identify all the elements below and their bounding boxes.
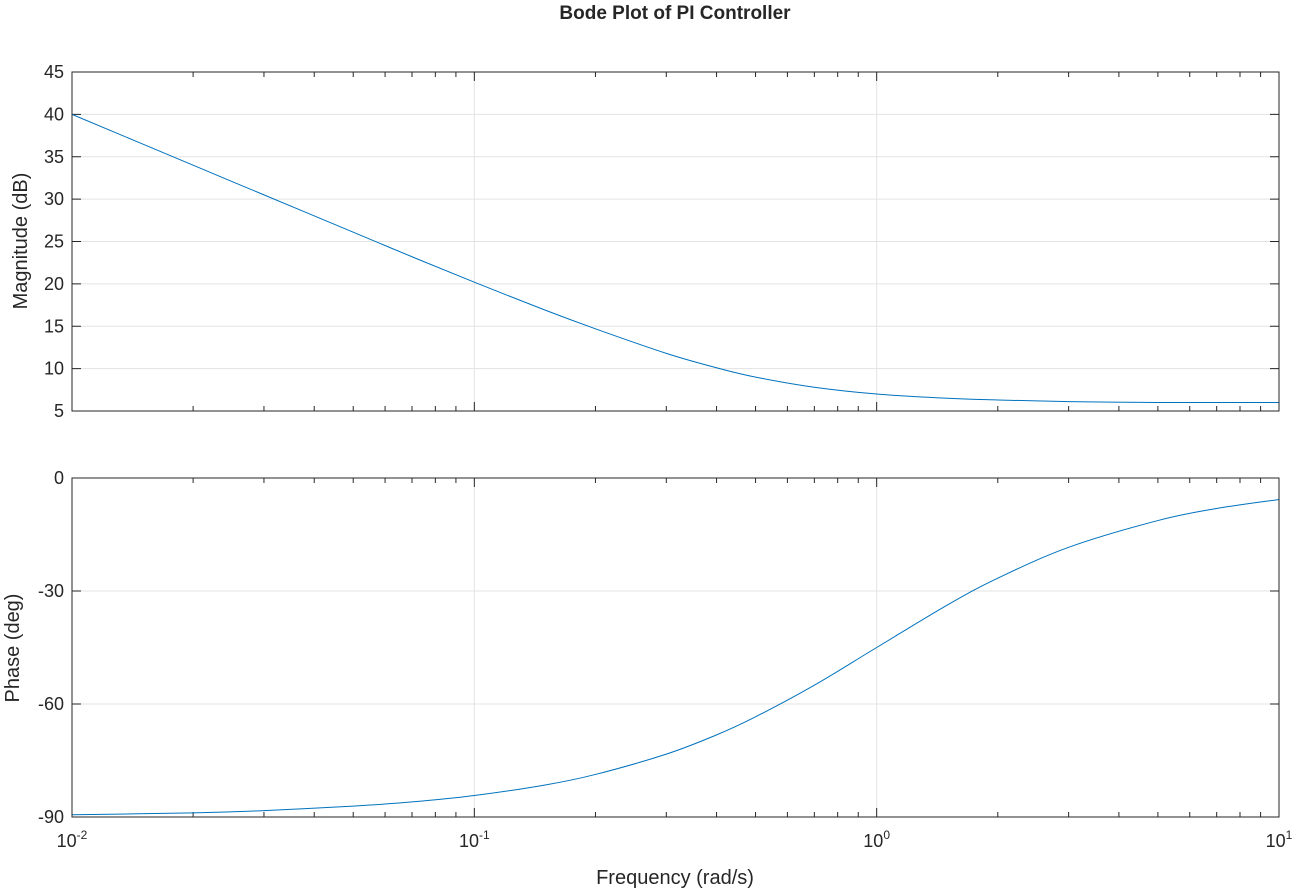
magnitude-series-line [71,113,1279,404]
magnitude-y-tick-label: 20 [44,274,64,294]
frequency-x-tick-labels: 10-2 10-1 100 101 [57,828,1293,851]
chart-title: Bode Plot of PI Controller [559,3,791,24]
magnitude-y-tick-label: 25 [44,232,64,252]
phase-y-tick-label: -30 [38,581,64,601]
phase-y-tick-label: 0 [54,468,64,488]
phase-grid [72,478,1279,817]
x-tick-label: 101 [1266,828,1293,851]
magnitude-y-tick-label: 45 [44,62,64,82]
magnitude-grid [72,72,1279,411]
phase-y-axis-label: Phase (deg) [2,594,24,703]
x-tick-label: 100 [863,828,890,851]
phase-axes-box [71,477,1280,818]
magnitude-y-tick-label: 35 [44,147,64,167]
magnitude-y-tick-label: 5 [54,401,64,421]
phase-plot-area [72,478,1279,817]
phase-y-tick-label: -90 [38,807,64,827]
magnitude-axes: 5 10 15 20 25 30 35 40 45 Magnitude (dB) [10,62,1280,421]
phase-series-line [71,498,1280,816]
magnitude-axes-box [71,71,1280,412]
magnitude-y-tick-label: 30 [44,189,64,209]
phase-y-tick-labels: -90 -60 -30 0 [38,468,64,827]
magnitude-y-tick-label: 40 [44,104,64,124]
magnitude-y-tick-labels: 5 10 15 20 25 30 35 40 45 [44,62,64,421]
x-tick-label: 10-1 [459,828,490,851]
magnitude-y-tick-label: 15 [44,316,64,336]
phase-axes: -90 -60 -30 0 10-2 10-1 100 101 Phase (deg) Fr… [2,468,1293,889]
x-tick-label: 10-2 [57,828,88,851]
magnitude-y-axis-label: Magnitude (dB) [10,173,32,310]
phase-y-tick-label: -60 [38,694,64,714]
x-axis-label: Frequency (rad/s) [596,867,754,889]
magnitude-y-tick-label: 10 [44,359,64,379]
